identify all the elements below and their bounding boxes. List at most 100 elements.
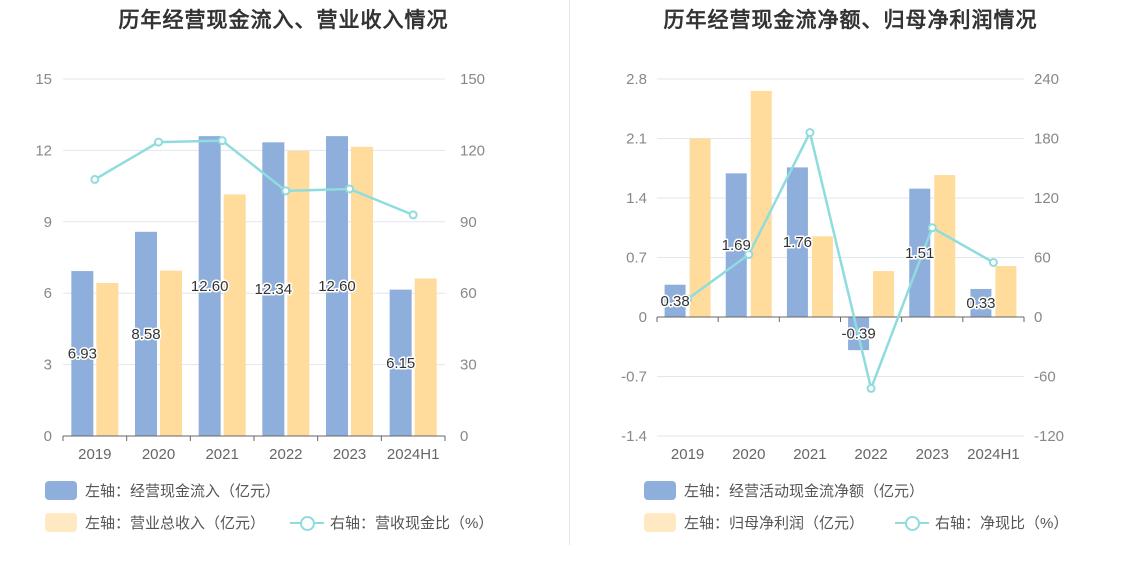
- y-right-tick-label: 0: [460, 428, 468, 445]
- legend-swatch-bar1: [644, 481, 676, 500]
- legend-cash-inflow[interactable]: 左轴：经营现金流入（亿元）: [45, 480, 280, 501]
- data-label: 6.15: [386, 355, 415, 372]
- bar-series1: [262, 142, 285, 437]
- legend-swatch-bar1: [45, 481, 77, 500]
- bar-series2: [811, 236, 833, 317]
- line-point: [408, 210, 418, 220]
- x-tick-label: 2022: [269, 446, 302, 463]
- data-label: 1.76: [783, 234, 812, 251]
- legend-swatch-bar2: [45, 513, 77, 532]
- x-tick-label: 2021: [205, 446, 238, 463]
- data-label: 8.58: [131, 326, 160, 343]
- line-point: [683, 294, 693, 304]
- data-label: 12.34: [255, 281, 293, 298]
- bar-series1: [135, 231, 157, 436]
- data-label: 1.69: [722, 237, 751, 254]
- y-left-tick-label: -0.7: [621, 369, 647, 386]
- y-right-tick-label: -60: [1034, 369, 1056, 386]
- legend-swatch-bar2: [644, 513, 676, 532]
- line-point: [927, 223, 937, 233]
- line-point: [805, 128, 815, 138]
- bar-series2: [351, 146, 373, 436]
- bar-series1: [389, 289, 412, 436]
- bar-series2: [223, 194, 246, 436]
- y-right-tick-label: 0: [1034, 309, 1042, 326]
- data-label: 1.51: [905, 245, 934, 262]
- legend-revenue[interactable]: 左轴：营业总收入（亿元）: [45, 512, 265, 533]
- bar-series1: [664, 284, 686, 317]
- y-left-tick-label: 9: [44, 214, 52, 231]
- line-series: [686, 128, 995, 393]
- data-label: 0.33: [966, 295, 995, 312]
- line-point: [90, 174, 100, 184]
- bar-series1: [71, 271, 94, 436]
- data-label: 12.60: [191, 278, 229, 295]
- legend-label: 左轴：经营现金流入（亿元）: [85, 483, 281, 500]
- chart-title: 历年经营现金流入、营业收入情况: [118, 9, 449, 32]
- x-tick-label: 2020: [732, 446, 765, 463]
- x-tick-label: 2023: [916, 446, 949, 463]
- data-label: 6.93: [68, 346, 97, 363]
- bar-series2: [934, 175, 956, 317]
- x-tick-label: 2024H1: [387, 446, 440, 463]
- y-right-tick-label: 150: [460, 71, 485, 88]
- bar-series2: [750, 90, 772, 318]
- y-right-tick-label: 60: [460, 285, 477, 302]
- line-point: [988, 257, 998, 267]
- legend-net-profit[interactable]: 左轴：归母净利润（亿元）: [644, 512, 864, 533]
- y-left-tick-label: -1.4: [621, 428, 647, 445]
- y-right-tick-label: 120: [460, 142, 485, 159]
- y-right-tick-label: 120: [1034, 190, 1059, 207]
- y-right-tick-label: -120: [1034, 428, 1064, 445]
- y-right-tick-label: 240: [1034, 71, 1059, 88]
- line-point: [281, 186, 291, 196]
- bar-series1: [198, 136, 221, 436]
- x-tick-label: 2021: [793, 446, 826, 463]
- legend-label: 右轴：营收现金比（%）: [330, 515, 494, 532]
- legend-line-icon: [895, 513, 929, 532]
- data-label: 12.60: [318, 278, 356, 295]
- chart-panel-net-cash: 历年经营现金流净额、归母净利润情况 -1.4 -0.7 0 0.7 1.4 2.1 2.8-…: [567, 0, 1134, 582]
- bar-series2: [689, 138, 711, 317]
- y-right-tick-label: 180: [1034, 131, 1059, 148]
- line-point: [217, 136, 227, 146]
- y-left-tick-label: 6: [44, 285, 52, 302]
- legend-line-icon: [290, 513, 324, 532]
- x-tick-label: 2019: [671, 446, 704, 463]
- bar-series1: [970, 288, 992, 317]
- y-right-tick-label: 30: [460, 357, 477, 374]
- chart-title: 历年经营现金流净额、归母净利润情况: [663, 9, 1038, 32]
- line-point: [345, 184, 354, 194]
- legend-net-cash-ratio[interactable]: 右轴：净现比（%）: [895, 512, 1068, 533]
- bar-series2: [995, 266, 1017, 317]
- bar-series2: [160, 270, 182, 436]
- panel-divider: [569, 0, 570, 545]
- y-left-tick-label: 2.8: [626, 71, 647, 88]
- x-tick-label: 2023: [333, 446, 366, 463]
- bar-series2: [873, 271, 895, 317]
- y-left-tick-label: 0.7: [626, 250, 647, 267]
- legend-cash-ratio[interactable]: 右轴：营收现金比（%）: [290, 512, 493, 533]
- legend-net-cash[interactable]: 左轴：经营活动现金流净额（亿元）: [644, 480, 924, 501]
- y-right-tick-label: 90: [460, 214, 477, 231]
- data-label: 0.38: [660, 293, 689, 310]
- line-point: [866, 383, 876, 393]
- bar-series2: [287, 150, 310, 436]
- line-point: [744, 250, 754, 260]
- y-left-tick-label: 3: [44, 357, 52, 374]
- legend-label: 右轴：净现比（%）: [935, 515, 1069, 532]
- y-left-tick-label: 0: [639, 309, 647, 326]
- bar-series1: [326, 136, 348, 436]
- x-tick-label: 2020: [142, 446, 175, 463]
- chart-net-cash-profit: -1.4 -0.7 0 0.7 1.4 2.1 2.8 -120 -60 0 60 120 180 240…: [621, 71, 1064, 463]
- y-left-tick-label: 15: [35, 71, 52, 88]
- bar-series1: [909, 188, 931, 317]
- bar-series1: [786, 167, 808, 317]
- bar-series1: [725, 173, 747, 317]
- y-right-tick-label: 60: [1034, 250, 1051, 267]
- data-label: -0.39: [841, 326, 875, 343]
- bar-series2: [96, 282, 119, 436]
- line-point: [154, 137, 163, 147]
- x-tick-label: 2022: [854, 446, 887, 463]
